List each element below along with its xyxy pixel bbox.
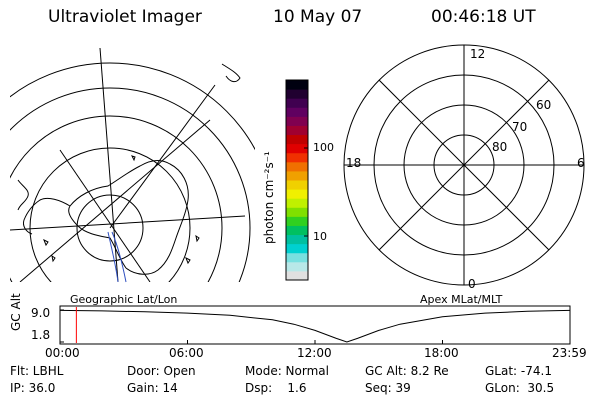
island bbox=[43, 238, 49, 247]
mode-value: Mode: Normal bbox=[245, 364, 329, 378]
altitude-line bbox=[59, 309, 570, 343]
altitude-ylabel: GC Alt bbox=[9, 293, 23, 331]
geo-lat-circle bbox=[10, 115, 223, 282]
colorbar-cell bbox=[286, 80, 308, 90]
altitude-xtick: 12:00 bbox=[297, 346, 332, 360]
colorbar-cell bbox=[286, 161, 308, 172]
africa-coast bbox=[221, 63, 241, 83]
colorbar-cell bbox=[286, 252, 308, 263]
colorbar-cell bbox=[286, 170, 308, 181]
geo-meridian bbox=[59, 149, 151, 282]
antarctic-peninsula bbox=[23, 197, 71, 235]
satellite-ground-track bbox=[107, 231, 119, 283]
mlt-meridian bbox=[378, 79, 550, 251]
ip-value: IP: 36.0 bbox=[10, 381, 56, 395]
colorbar-cell bbox=[286, 134, 308, 145]
colorbar-cell bbox=[286, 180, 308, 190]
observation-time: 00:46:18 UT bbox=[431, 7, 536, 27]
glat-value: GLat: -74.1 bbox=[485, 364, 552, 378]
colorbar-cell bbox=[286, 189, 308, 199]
colorbar-cell bbox=[286, 234, 308, 245]
geo-meridian bbox=[109, 84, 216, 229]
geo-lat-circle bbox=[76, 194, 144, 262]
colorbar-cell bbox=[286, 261, 308, 272]
altitude-xtick: 18:00 bbox=[424, 346, 459, 360]
colorbar-cell bbox=[286, 207, 308, 217]
geo-lat-circle bbox=[10, 62, 255, 151]
colorbar-cell bbox=[286, 225, 308, 236]
colorbar-cell bbox=[286, 243, 308, 254]
colorbar-cell bbox=[286, 116, 308, 126]
geo-lat-circle bbox=[29, 147, 191, 282]
geo-meridian bbox=[19, 119, 211, 282]
island bbox=[131, 155, 136, 162]
apex-panel-label: Apex MLat/MLT bbox=[420, 293, 503, 306]
island bbox=[195, 234, 200, 243]
altitude-xtick: 00:00 bbox=[45, 346, 80, 360]
dsp-value: Dsp: 1.6 bbox=[245, 381, 307, 395]
colorbar-cell bbox=[286, 89, 308, 99]
island bbox=[185, 256, 191, 265]
island bbox=[51, 254, 56, 263]
colorbar-cell bbox=[286, 216, 308, 226]
altitude-xtick: 06:00 bbox=[169, 346, 204, 360]
geo-meridian bbox=[99, 47, 119, 282]
colorbar-tick-label: 100 bbox=[313, 141, 334, 154]
gc-alt-value: GC Alt: 8.2 Re bbox=[365, 364, 449, 378]
mlt-label-midnight: 0 bbox=[468, 277, 476, 291]
satellite-ground-track bbox=[111, 231, 127, 283]
mlat-label-70: 70 bbox=[512, 120, 528, 134]
colorbar-cell bbox=[286, 270, 308, 281]
observation-date: 10 May 07 bbox=[273, 7, 363, 27]
altitude-ytick: 1.8 bbox=[31, 328, 51, 342]
mlt-label-dusk: 18 bbox=[346, 156, 362, 170]
colorbar-cell bbox=[286, 125, 308, 136]
altitude-xtick: 23:59 bbox=[552, 346, 587, 360]
mlat-label-60: 60 bbox=[536, 98, 552, 112]
geo-meridian bbox=[10, 215, 246, 231]
glon-value: GLon: 30.5 bbox=[485, 381, 555, 395]
colorbar-frame bbox=[285, 79, 309, 281]
instrument-title: Ultraviolet Imager bbox=[48, 7, 202, 27]
mlt-label-noon: 12 bbox=[470, 47, 486, 61]
door-status: Door: Open bbox=[127, 364, 196, 378]
colorbar-tick-label: 10 bbox=[313, 230, 327, 243]
colorbar-cell bbox=[286, 107, 308, 117]
colorbar-cell bbox=[286, 143, 308, 154]
filter-value: Flt: LBHL bbox=[10, 364, 64, 378]
mlt-label-dawn: 6 bbox=[577, 156, 585, 170]
mlat-label-80: 80 bbox=[492, 140, 508, 154]
geographic-panel-label: Geographic Lat/Lon bbox=[70, 293, 178, 306]
seq-value: Seq: 39 bbox=[365, 381, 411, 395]
altitude-ytick: 9.0 bbox=[31, 306, 51, 320]
colorbar-cell bbox=[286, 198, 308, 208]
south-america-coast bbox=[17, 179, 29, 211]
antarctica-coastline bbox=[68, 159, 189, 275]
colorbar-cell bbox=[286, 98, 308, 108]
geo-lat-circle bbox=[10, 87, 251, 282]
colorbar-cell bbox=[286, 152, 308, 163]
gain-value: Gain: 14 bbox=[127, 381, 178, 395]
